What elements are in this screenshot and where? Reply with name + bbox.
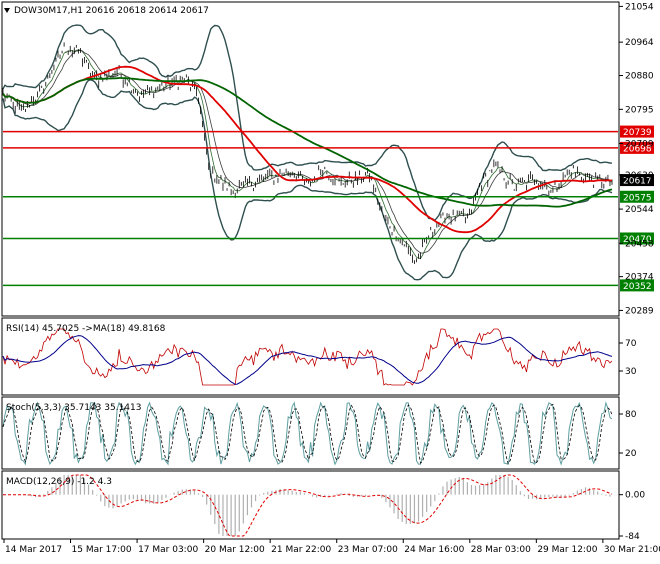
current-price-tag — [620, 174, 654, 187]
level-tag — [620, 279, 654, 292]
level-label: 20575 — [623, 193, 652, 203]
oscillator-tick-label: 70 — [625, 339, 637, 349]
stoch-pane[interactable]: 80 20 Stoch(5,3,3) 35.7143 35.1413 — [1, 396, 637, 470]
price-axis: 21054 20964 20880 20795 20709 20630 20544 20458… — [619, 2, 654, 316]
price-tick-label: 20795 — [625, 105, 654, 115]
oscillator-tick-label: 30 — [625, 367, 637, 377]
price-header: DOW30M17,H1 20616 20618 20614 20617 — [14, 6, 209, 16]
dropdown-triangle-icon[interactable] — [4, 8, 10, 13]
price-pane-frame — [1, 1, 620, 317]
level-tag — [620, 141, 654, 154]
oscillator-tick-label: 0.00 — [625, 491, 645, 501]
time-tick-label: 20 Mar 12:00 — [205, 545, 265, 555]
price-tick-label: 20544 — [625, 205, 654, 215]
level-label: 20739 — [623, 128, 652, 138]
stoch-axis: 80 20 — [619, 410, 637, 459]
level-label: 20698 — [623, 144, 652, 154]
macd-axis: 0.00 -84 — [619, 491, 645, 542]
oscillator-tick-label: -84 — [625, 532, 640, 542]
oscillator-tick-label: 20 — [625, 449, 637, 459]
macd-signal-line — [3, 474, 613, 537]
rsi-pane[interactable]: 70 30 RSI(14) 45.7025 ->MA(18) 49.8168 — [1, 317, 637, 396]
bollinger-upper-band — [2, 24, 613, 222]
time-tick-label: 30 Mar 21:00 — [604, 545, 660, 555]
stoch-main-line — [2, 401, 613, 466]
time-tick-label: 14 Mar 2017 — [5, 545, 62, 555]
bollinger-lower-band — [2, 79, 613, 281]
stoch-signal-line — [2, 401, 613, 465]
macd-plot — [3, 474, 613, 537]
rsi-pane-frame — [1, 317, 620, 396]
price-tick-label: 20630 — [625, 171, 654, 181]
price-tick-label: 21054 — [625, 2, 654, 12]
price-tick-label: 20964 — [625, 38, 654, 48]
time-axis: 14 Mar 2017 15 Mar 17:00 17 Mar 03:00 20 Ma… — [3, 539, 660, 555]
time-tick-label: 23 Mar 07:00 — [338, 545, 398, 555]
rsi-ma-line — [2, 335, 613, 385]
time-tick-label: 17 Mar 03:00 — [138, 545, 198, 555]
macd-pane[interactable]: 0.00 -84 MACD(12,26,9) -1.2 4.3 — [1, 470, 645, 542]
level-tag — [620, 125, 654, 138]
level-tag — [620, 190, 654, 203]
time-tick-label: 24 Mar 16:00 — [404, 545, 464, 555]
price-tick-label: 20709 — [625, 140, 654, 150]
oscillator-tick-label: 80 — [625, 410, 637, 420]
macd-header: MACD(12,26,9) -1.2 4.3 — [6, 477, 112, 487]
rsi-plot — [2, 328, 613, 386]
macd-pane-frame — [1, 470, 620, 540]
price-tick-label: 20880 — [625, 72, 654, 82]
level-label: 20352 — [623, 282, 652, 292]
level-tag — [620, 232, 654, 245]
price-plot — [2, 24, 613, 281]
price-pane[interactable]: 20739 20698 20575 20470 20352 20617 21054 2096… — [1, 1, 654, 317]
stoch-header: Stoch(5,3,3) 35.7143 35.1413 — [6, 403, 141, 413]
stoch-pane-frame — [1, 396, 620, 470]
time-tick-label: 29 Mar 12:00 — [537, 545, 597, 555]
rsi-header: RSI(14) 45.7025 ->MA(18) 49.8168 — [6, 324, 166, 334]
red-moving-average — [2, 65, 613, 234]
price-tick-label: 20458 — [625, 239, 654, 249]
price-tick-label: 20289 — [625, 306, 654, 316]
current-price-label: 20617 — [623, 177, 652, 187]
level-label: 20470 — [623, 235, 652, 245]
time-tick-label: 21 Mar 22:00 — [271, 545, 331, 555]
price-tick-label: 20374 — [625, 273, 654, 283]
green-moving-average — [2, 77, 613, 208]
stoch-plot — [2, 401, 613, 466]
support-resistance-levels: 20739 20698 20575 20470 20352 20617 — [3, 125, 654, 292]
time-tick-label: 28 Mar 03:00 — [471, 545, 531, 555]
rsi-line — [2, 328, 613, 386]
rsi-axis: 70 30 — [619, 339, 637, 377]
time-tick-label: 15 Mar 17:00 — [72, 545, 132, 555]
